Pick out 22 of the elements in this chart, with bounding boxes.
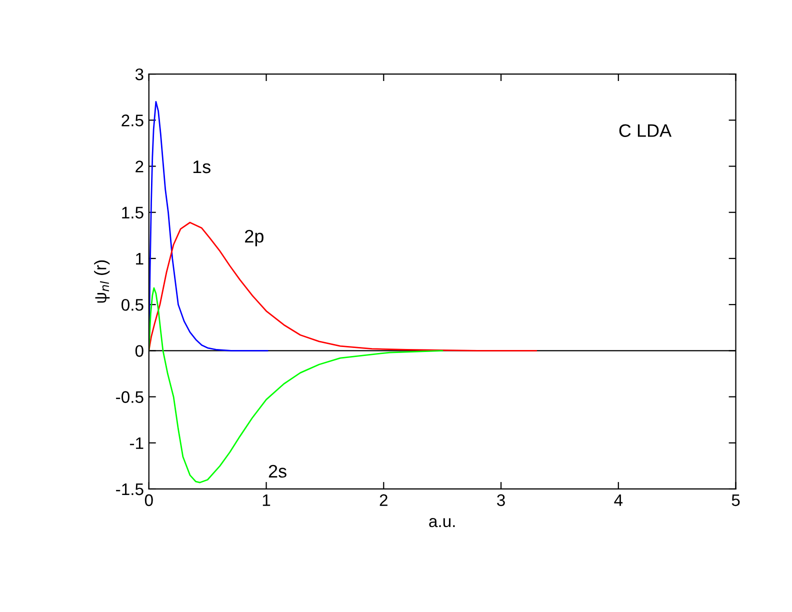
y-axis-title: ψ$_{nl}$ (r) [94,260,110,303]
annotation: C LDA [619,124,672,137]
series-label: 1s [193,160,210,174]
y-tick-label: 2 [136,160,144,172]
x-tick-label: 2 [380,494,388,506]
y-tick-label: -1.5 [116,484,144,496]
x-tick-label: 0 [144,494,153,506]
y-tick-label: 0 [135,345,144,357]
y-tick-label: 3 [135,68,144,80]
x-tick-label: 4 [614,494,623,506]
y-tick-label: 1 [136,253,144,265]
text: 2s [268,464,286,478]
x-tick-label: 5 [732,494,740,506]
x-axis-title: a.u. [429,518,455,528]
y-tick-label: 1.5 [122,206,144,219]
y-tick-label: -1 [130,437,144,449]
series-label: 2p [245,230,264,246]
y-tick-label: 2.5 [122,114,144,126]
y-tick-label: -0.5 [116,391,144,403]
x-tick-label: 3 [497,494,505,506]
y-tick-label: 0.5 [122,298,144,311]
x-tick-label: 1 [262,494,270,506]
